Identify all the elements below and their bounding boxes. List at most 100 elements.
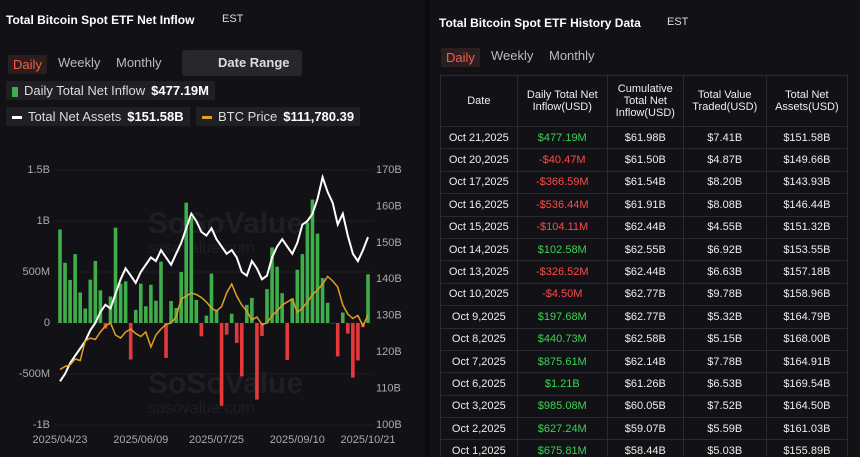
y-tick-label: 500M [22, 266, 50, 278]
bar [255, 323, 259, 400]
table-cell: Oct 2,2025 [440, 417, 518, 441]
table-cell: -$326.52M [516, 260, 608, 284]
tab[interactable]: Monthly [116, 55, 162, 70]
bar [335, 323, 340, 357]
bar [108, 296, 113, 323]
table-cell: $164.91B [765, 349, 849, 374]
table-cell: Oct 8,2025 [440, 327, 518, 351]
table-cell: $7.78B [682, 349, 767, 374]
table-cell: $62.14B [606, 349, 684, 374]
bar [300, 254, 305, 323]
y2-tick-label: 140B [376, 273, 402, 285]
bar [138, 283, 143, 323]
history-timezone[interactable]: EST [667, 16, 689, 28]
table-row: Oct 21,2025 $477.19M $61.98B $7.41B $151.58B [440, 125, 849, 150]
table-cell: Oct 6,2025 [440, 372, 518, 396]
date-range-label: Date Range [218, 55, 290, 70]
table-cell: $6.53B [682, 372, 767, 396]
watermark-brand: SoSoValue [148, 207, 303, 240]
y2-tick-label: 120B [376, 346, 402, 358]
table-cell: Oct 10,2025 [440, 282, 518, 307]
table-cell: $153.55B [765, 237, 849, 262]
table-cell: -$104.11M [516, 215, 608, 239]
table-cell: Oct 13,2025 [440, 260, 518, 284]
table-row: Oct 13,2025 -$326.52M $62.44B $6.63B $157.18… [440, 260, 849, 284]
tab[interactable]: Weekly [491, 48, 534, 63]
y-tick-label: 0 [44, 317, 50, 329]
bar [128, 323, 133, 360]
bar [164, 323, 168, 358]
bar [63, 262, 67, 323]
table-cell: -$536.44M [516, 193, 608, 217]
header-row: Date Daily Total Net Inflow(USD) Cumulativ… [440, 75, 849, 127]
table-cell: $61.54B [606, 170, 684, 195]
table-cell: $477.19M [516, 125, 608, 150]
tab[interactable]: Daily [441, 48, 480, 67]
bar [123, 281, 128, 323]
bar [133, 309, 138, 323]
table-cell: $62.44B [606, 215, 684, 239]
y-tick-label: -500M [19, 368, 50, 380]
timezone[interactable]: EST [222, 13, 244, 25]
table-cell: $149.66B [765, 148, 849, 172]
table-cell: Oct 17,2025 [440, 170, 518, 195]
bar [234, 323, 239, 343]
legend-value: $477.19M [151, 83, 209, 98]
x-tick-label: 2025/07/25 [189, 434, 244, 446]
date-range-button[interactable]: Date Range [182, 50, 302, 76]
tab[interactable]: Monthly [549, 48, 595, 63]
table-row: Oct 1,2025 $675.81M $58.44B $5.03B $155.89B [440, 439, 849, 457]
table-row: Oct 6,2025 $1.21B $61.26B $6.53B $169.54B [440, 372, 849, 396]
bar [169, 301, 173, 323]
table-cell: $875.61M [516, 349, 608, 374]
y-tick-label: 1.5B [27, 164, 50, 176]
y2-tick-label: 130B [376, 310, 402, 322]
column-header: Daily Total Net Inflow(USD) [516, 75, 608, 127]
table-cell: $5.32B [682, 305, 767, 329]
tab[interactable]: Daily [8, 55, 47, 74]
table-cell: Oct 1,2025 [440, 439, 518, 457]
bar [78, 292, 82, 323]
table-cell: $151.32B [765, 215, 849, 239]
table-cell: $61.26B [606, 372, 684, 396]
table-cell: $197.68M [516, 305, 608, 329]
table-cell: $62.77B [606, 305, 684, 329]
history-title: Total Bitcoin Spot ETF History Data [439, 16, 641, 30]
bar [199, 323, 204, 337]
tab[interactable]: Weekly [58, 55, 101, 70]
bar [184, 202, 189, 323]
table-cell: $59.07B [606, 417, 684, 441]
bar [229, 313, 234, 323]
table-cell: $62.58B [606, 327, 684, 351]
table-cell: $8.20B [682, 170, 767, 195]
bar [346, 323, 350, 334]
table-cell: $4.55B [682, 215, 767, 239]
watermark-brand: SoSoValue [148, 367, 303, 400]
table-cell: $102.58M [516, 237, 608, 262]
table-row: Oct 15,2025 -$104.11M $62.44B $4.55B $151.32… [440, 215, 849, 239]
bar [214, 309, 219, 323]
table-cell: $58.44B [606, 439, 684, 457]
bar [159, 261, 163, 323]
table-row: Oct 3,2025 $985.08M $60.05B $7.52B $164.50B [440, 394, 849, 419]
bar [290, 298, 295, 323]
table-row: Oct 10,2025 -$4.50M $62.77B $9.78B $158.96B [440, 282, 849, 307]
table-cell: $7.41B [682, 125, 767, 150]
table-cell: $5.59B [682, 417, 767, 441]
bar [209, 273, 214, 323]
table-row: Oct 14,2025 $102.58M $62.55B $6.92B $153.55B [440, 237, 849, 262]
bar [250, 297, 254, 323]
bar [224, 323, 229, 335]
table-cell: $61.91B [606, 193, 684, 217]
bar [144, 306, 148, 323]
y2-tick-label: 170B [376, 164, 402, 176]
table-cell: $5.03B [682, 439, 767, 457]
watermark-url: sosovalue.com [148, 400, 255, 417]
y-tick-label: -1B [33, 419, 50, 431]
table-cell: $60.05B [606, 394, 684, 419]
bar [88, 279, 93, 323]
chart-title: Total Bitcoin Spot ETF Net Inflow [6, 13, 195, 27]
x-tick-label: 2025/06/09 [113, 434, 168, 446]
bar [98, 290, 103, 323]
